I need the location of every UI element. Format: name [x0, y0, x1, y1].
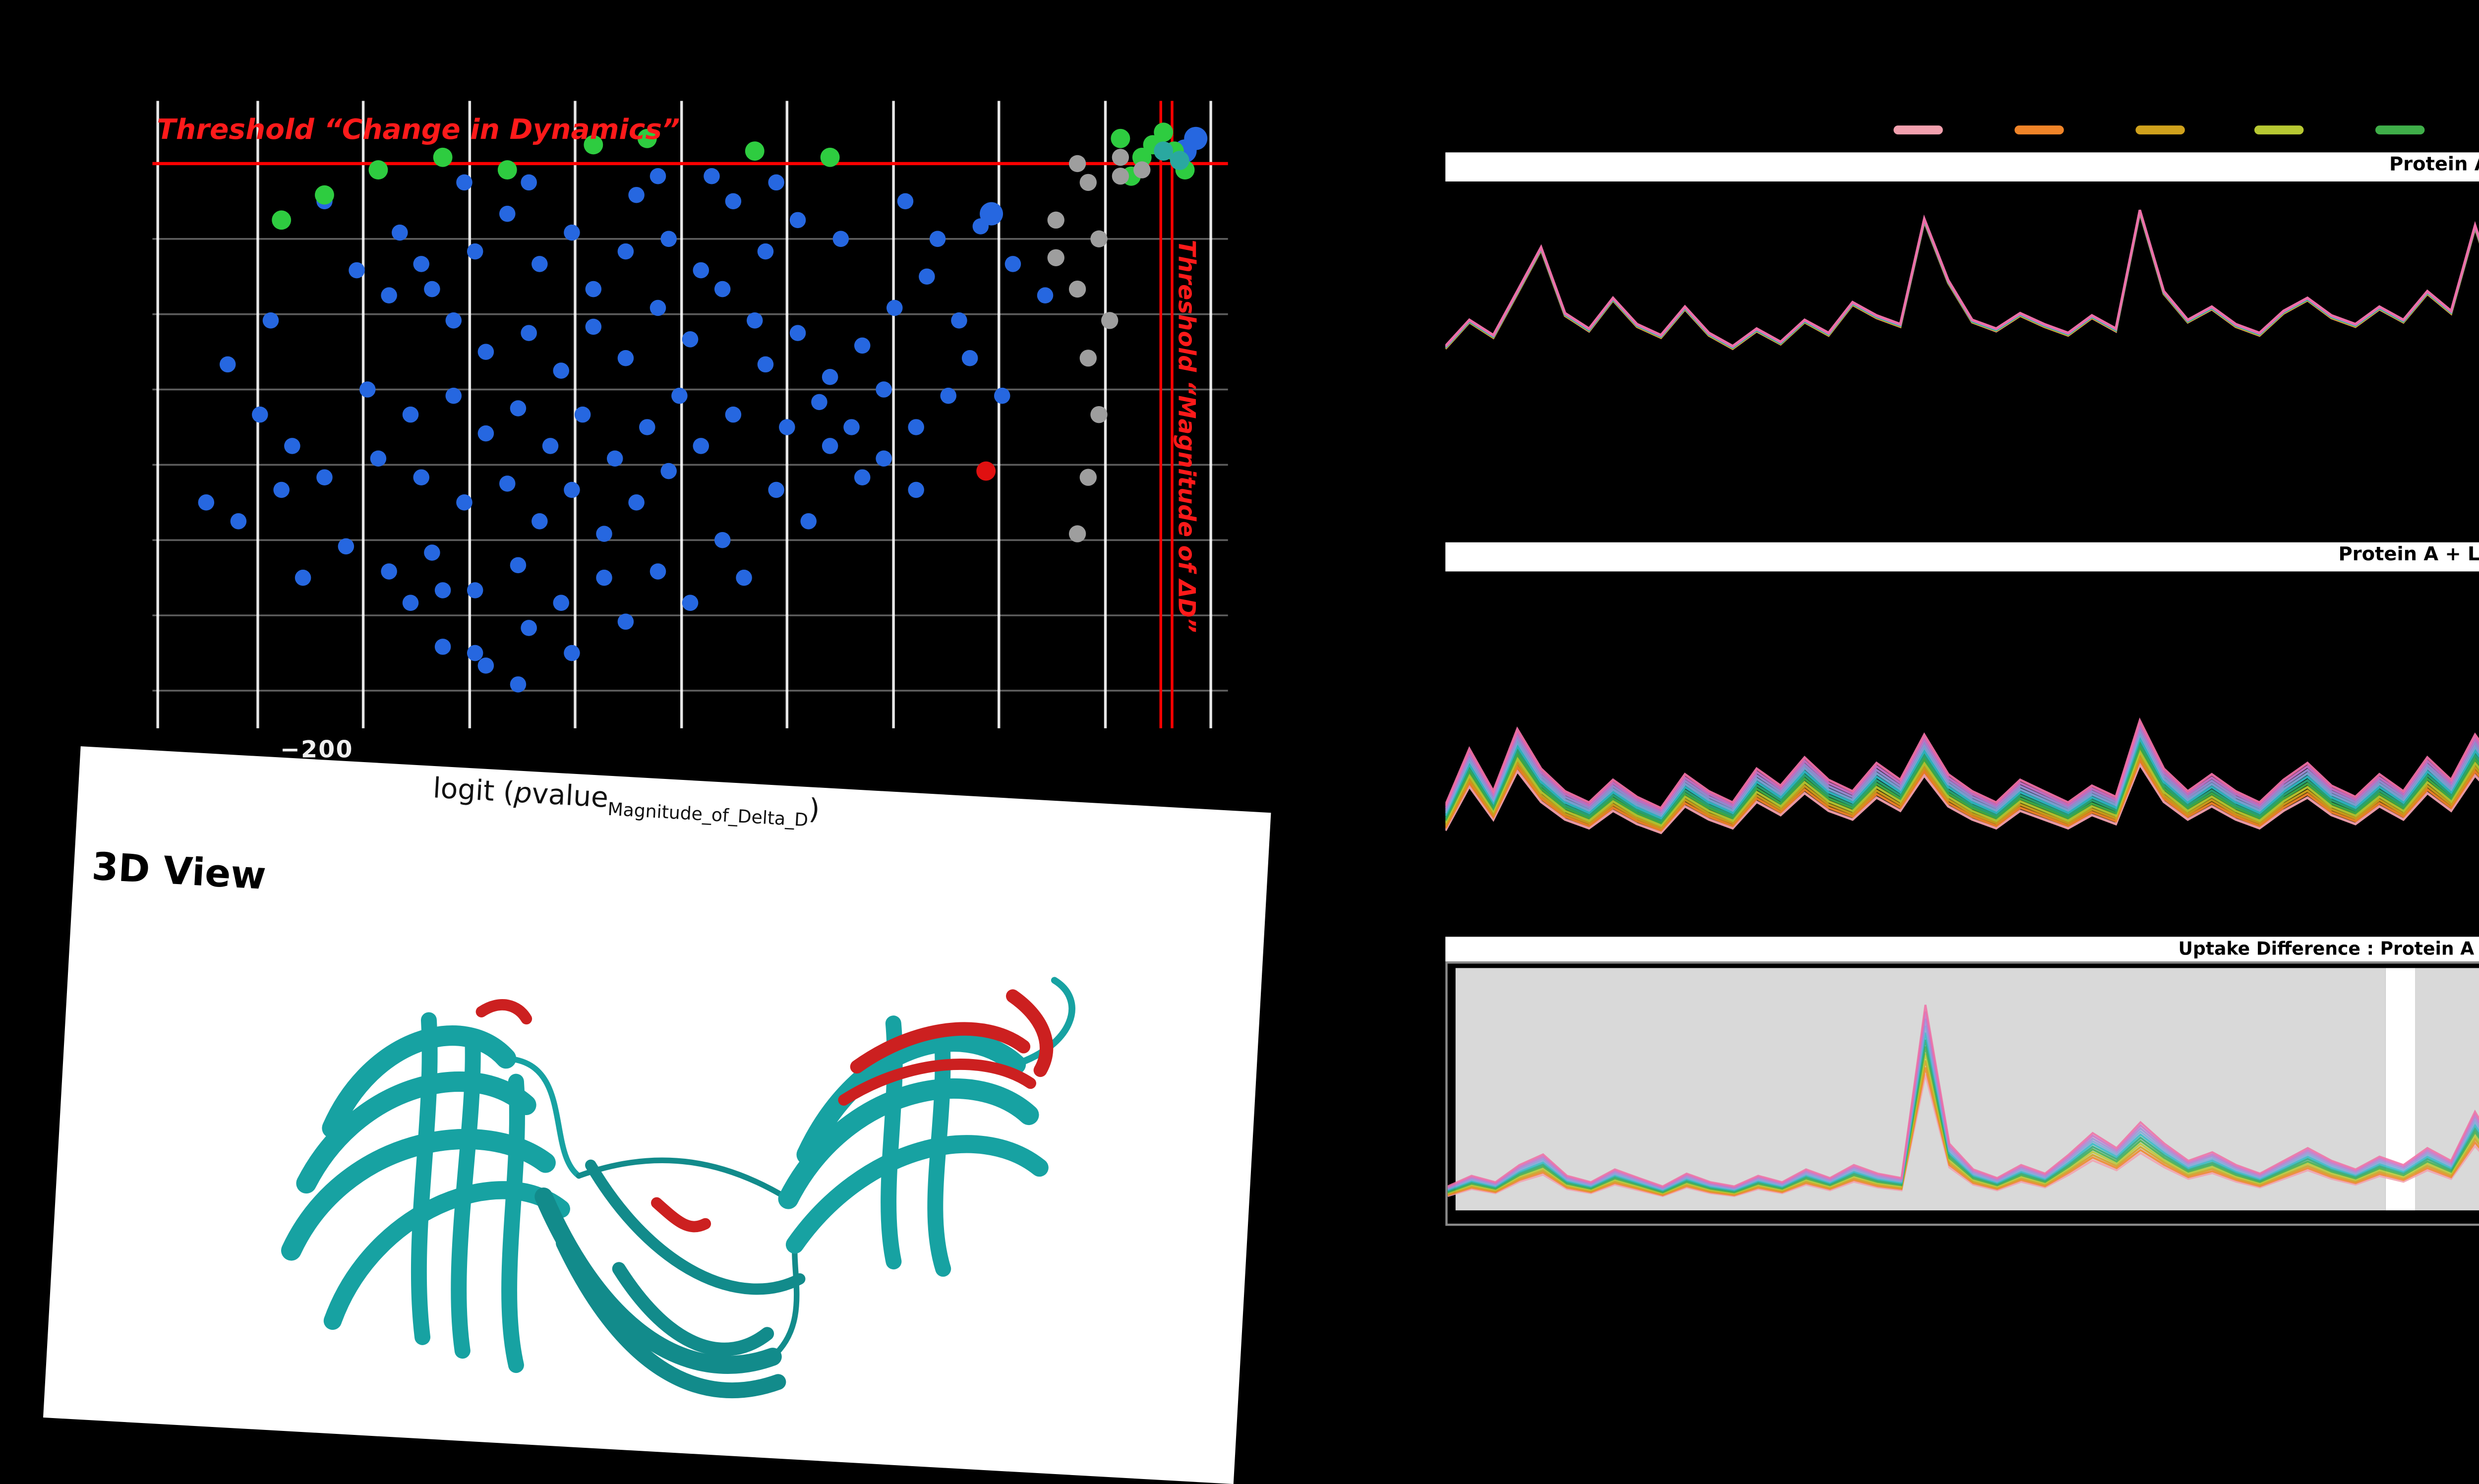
- uptake-difference-chart[interactable]: [1445, 961, 2479, 1226]
- volcano-x-axis-label: logit (pvalueMagnitude_of_Delta_D): [432, 770, 821, 831]
- uptake-chart-protein-a[interactable]: [1445, 181, 2479, 523]
- legend-dash-3[interactable]: [2134, 124, 2184, 135]
- threshold-dynamics-label: Threshold “Change in Dynamics”: [157, 112, 680, 146]
- uptake-difference-lines: [1447, 963, 2479, 1224]
- dashboard: Threshold “Change in Dynamics” Threshold…: [43, 101, 2479, 1484]
- panel-title-protein-a-ligand: Protein A + Ligand: [1445, 542, 2479, 572]
- legend-dash-4[interactable]: [2255, 124, 2305, 135]
- 3d-view-panel[interactable]: logit (pvalueMagnitude_of_Delta_D) 3D Vi…: [43, 746, 1271, 1484]
- protein-ribbon-structure[interactable]: [192, 902, 1124, 1459]
- uptake-chart-protein-a-ligand[interactable]: [1445, 571, 2479, 919]
- panel-title-uptake-difference: Uptake Difference : Protein A - (Protein…: [1445, 937, 2479, 961]
- 3d-view-title: 3D View: [90, 845, 267, 900]
- exposure-time-legend: [1893, 123, 2479, 137]
- panel-title-protein-a: Protein A: [1445, 152, 2479, 182]
- legend-dash-1[interactable]: [1893, 124, 1943, 135]
- volcano-scatter-canvas[interactable]: [152, 101, 1228, 728]
- legend-dash-2[interactable]: [2014, 124, 2064, 135]
- uptake-lines-protein-a-ligand: [1445, 571, 2479, 919]
- uptake-lines-protein-a: [1445, 181, 2479, 523]
- threshold-magnitude-label: Threshold “Magnitude of ΔD”: [1172, 239, 1199, 633]
- legend-dash-5[interactable]: [2375, 124, 2425, 135]
- volcano-plot[interactable]: Threshold “Change in Dynamics” Threshold…: [152, 101, 1228, 728]
